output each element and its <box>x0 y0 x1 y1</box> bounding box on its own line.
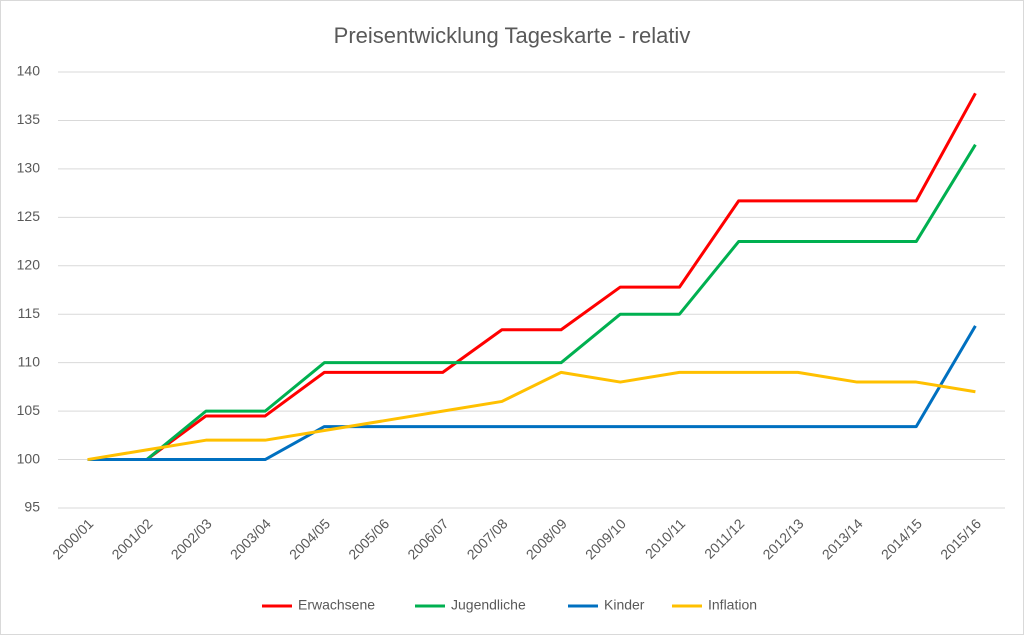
y-tick-label: 105 <box>17 402 41 418</box>
y-tick-label: 130 <box>17 160 41 176</box>
y-tick-label: 100 <box>17 450 41 466</box>
y-tick-label: 125 <box>17 208 41 224</box>
series-line <box>87 370 976 462</box>
series-line <box>87 143 977 462</box>
legend-label: Erwachsene <box>298 597 375 613</box>
series-line <box>87 325 977 462</box>
y-tick-label: 140 <box>17 63 41 79</box>
legend-label: Inflation <box>708 597 757 613</box>
y-tick-label: 95 <box>24 499 40 515</box>
y-tick-label: 115 <box>18 305 41 321</box>
legend-label: Kinder <box>604 597 645 613</box>
y-tick-label: 120 <box>17 256 41 272</box>
y-tick-label: 135 <box>17 111 41 127</box>
chart-title: Preisentwicklung Tageskarte - relativ <box>334 23 691 48</box>
legend-label: Jugendliche <box>451 597 526 613</box>
series-line <box>87 92 977 462</box>
y-tick-label: 110 <box>18 353 41 369</box>
